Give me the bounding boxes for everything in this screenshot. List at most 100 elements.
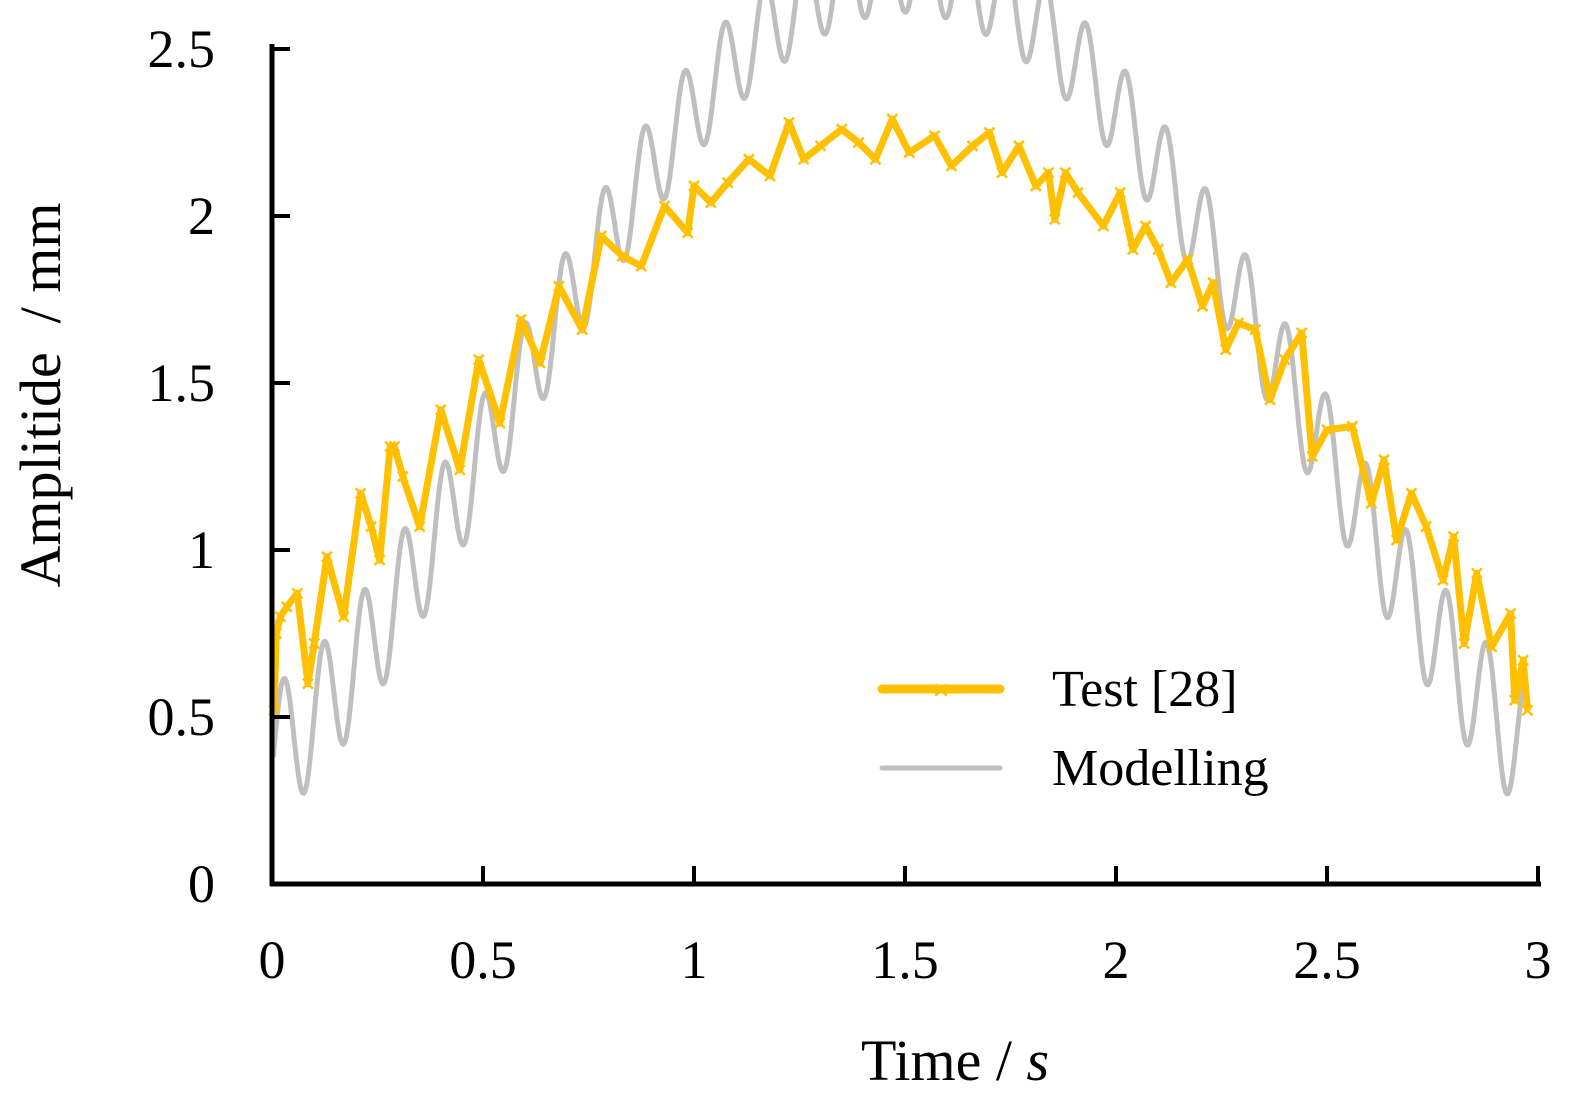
test-point — [688, 180, 700, 192]
test-point — [1405, 487, 1418, 500]
legend-label-modelling: Modelling — [1052, 740, 1269, 797]
test-point — [534, 357, 546, 369]
test-point — [1321, 423, 1333, 436]
y-tick-label: 2.5 — [148, 19, 216, 79]
test-point — [783, 116, 795, 129]
test-point — [869, 153, 882, 166]
test-point — [1517, 654, 1530, 667]
test-point — [1097, 220, 1110, 232]
test-point — [1196, 300, 1209, 313]
test-point — [354, 487, 367, 500]
test-point — [704, 196, 717, 209]
legend-label-test: Test [28] — [1052, 661, 1238, 718]
test-point — [291, 587, 304, 600]
test-point — [553, 280, 565, 293]
test-point — [635, 260, 648, 272]
test-point — [742, 153, 755, 166]
test-point — [1114, 186, 1127, 199]
test-point — [1378, 453, 1390, 466]
test-point — [1249, 323, 1262, 336]
test-point — [1072, 186, 1084, 199]
test-point — [373, 554, 386, 566]
test-point — [1164, 276, 1177, 289]
test-point — [835, 123, 848, 136]
test-point — [1504, 607, 1517, 620]
test-point — [983, 126, 996, 139]
test-point — [595, 230, 608, 242]
y-tick-label: 0 — [188, 854, 215, 914]
test-point — [616, 250, 629, 262]
test-point — [280, 600, 293, 613]
test-point — [413, 520, 426, 533]
x-tick-label: 0.5 — [449, 930, 517, 990]
test-point — [1458, 637, 1471, 650]
test-point — [301, 677, 314, 690]
x-tick-label: 0 — [259, 930, 286, 990]
y-tick-label: 1.5 — [148, 353, 216, 413]
x-tick-label: 1.5 — [871, 930, 939, 990]
x-tick-label: 2 — [1103, 930, 1130, 990]
y-axis-title: Amplitide / mm — [8, 202, 73, 587]
test-point — [434, 403, 447, 416]
test-point — [1508, 694, 1521, 707]
test-point — [1278, 353, 1291, 366]
test-point — [1059, 166, 1072, 179]
legend-marker-test: × — [932, 678, 950, 703]
test-point — [945, 160, 958, 172]
test-series-line — [270, 115, 1531, 711]
test-point — [1232, 316, 1245, 329]
test-point — [721, 176, 734, 189]
x-tick-label: 1 — [681, 930, 708, 990]
test-point — [1365, 497, 1378, 510]
test-point — [797, 153, 810, 166]
test-point — [1521, 704, 1534, 717]
test-point — [852, 136, 865, 149]
x-tick-label: 3 — [1525, 930, 1552, 990]
test-point — [764, 170, 776, 182]
modelling-series-line — [270, 0, 1528, 797]
legend: × Test [28] Modelling — [877, 661, 1269, 797]
test-point — [274, 610, 287, 623]
test-point — [1048, 213, 1061, 226]
test-point — [1126, 243, 1139, 256]
test-point — [1470, 567, 1483, 580]
axis-tick-labels: 0 0.5 1 1.5 2 2.5 3 0 0.5 1 1.5 2 2.5 — [148, 19, 1552, 990]
test-point — [966, 139, 979, 152]
test-point — [1207, 276, 1219, 289]
test-point — [996, 166, 1008, 179]
test-point — [1152, 243, 1165, 256]
test-point — [388, 440, 401, 453]
test-point — [1390, 534, 1403, 546]
y-tick-label: 1 — [188, 520, 215, 580]
y-tick-label: 2 — [188, 186, 215, 246]
test-point — [515, 313, 527, 326]
x-axis-title: Time / s — [861, 1028, 1049, 1093]
test-point — [384, 440, 397, 453]
test-point — [814, 139, 827, 152]
test-point — [1219, 343, 1232, 356]
test-point — [396, 470, 409, 483]
test-point — [1346, 420, 1359, 433]
test-point — [1264, 393, 1276, 406]
test-point — [658, 200, 671, 212]
test-point — [1295, 327, 1308, 339]
test-point — [1013, 139, 1025, 152]
test-point — [1420, 520, 1433, 533]
test-point — [472, 353, 485, 366]
test-point — [1029, 180, 1042, 192]
test-point — [576, 323, 589, 336]
test-point — [681, 226, 694, 239]
test-point — [320, 550, 333, 563]
test-point — [1437, 574, 1449, 586]
test-point — [1485, 640, 1498, 653]
y-tick-label: 0.5 — [148, 687, 216, 747]
test-point — [928, 129, 941, 142]
axis-ticks — [272, 47, 1540, 884]
test-point — [1306, 450, 1319, 463]
test-point — [365, 520, 378, 533]
test-point — [886, 113, 899, 126]
test-point — [453, 463, 466, 476]
test-point — [1181, 253, 1194, 266]
test-point — [903, 146, 916, 159]
